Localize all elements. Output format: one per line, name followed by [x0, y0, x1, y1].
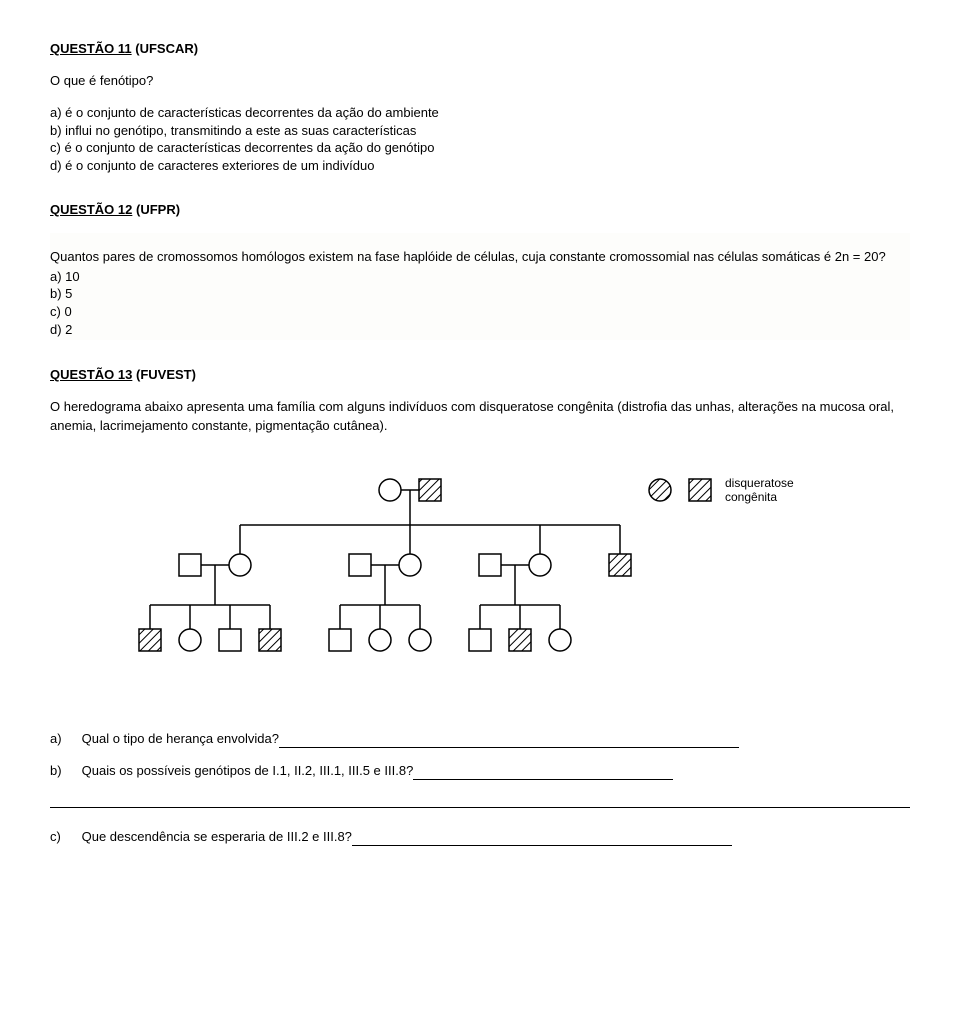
question-13: QUESTÃO 13 (FUVEST) O heredograma abaixo…: [50, 366, 910, 846]
question-11-header: QUESTÃO 11 (UFSCAR): [50, 40, 910, 58]
question-13-sub-a: a) Qual o tipo de herança envolvida?: [50, 730, 910, 748]
sub-b-label: b): [50, 762, 78, 780]
question-12-option-b: b) 5: [50, 285, 910, 303]
question-13-sub-b: b) Quais os possíveis genótipos de I.1, …: [50, 762, 910, 780]
sub-c-blank[interactable]: [352, 832, 732, 846]
question-13-sub-c: c) Que descendência se esperaria de III.…: [50, 828, 910, 846]
question-11-option-a: a) é o conjunto de características decor…: [50, 104, 910, 122]
pedigree-diagram: disqueratosecongênita: [50, 465, 910, 680]
question-13-source: (FUVEST): [136, 367, 196, 382]
question-11-source: (UFSCAR): [135, 41, 198, 56]
question-12-option-a: a) 10: [50, 268, 910, 286]
sub-a-label: a): [50, 730, 78, 748]
question-12-prompt: Quantos pares de cromossomos homólogos e…: [50, 248, 910, 266]
question-12-body: Quantos pares de cromossomos homólogos e…: [50, 233, 910, 340]
question-12-header: QUESTÃO 12 (UFPR): [50, 201, 910, 219]
sub-b-blank-2[interactable]: [50, 794, 910, 808]
sub-b-text: Quais os possíveis genótipos de I.1, II.…: [82, 763, 414, 778]
question-12-source: (UFPR): [136, 202, 180, 217]
question-12: QUESTÃO 12 (UFPR) Quantos pares de cromo…: [50, 201, 910, 341]
question-12-option-c: c) 0: [50, 303, 910, 321]
question-13-header: QUESTÃO 13 (FUVEST): [50, 366, 910, 384]
sub-c-text: Que descendência se esperaria de III.2 e…: [82, 829, 352, 844]
sub-b-blank-1[interactable]: [413, 766, 673, 780]
question-11-option-b: b) influi no genótipo, transmitindo a es…: [50, 122, 910, 140]
question-12-label: QUESTÃO 12: [50, 202, 132, 217]
svg-text:congênita: congênita: [725, 490, 777, 504]
question-13-prompt: O heredograma abaixo apresenta uma famíl…: [50, 398, 910, 434]
question-11: QUESTÃO 11 (UFSCAR) O que é fenótipo? a)…: [50, 40, 910, 175]
sub-c-label: c): [50, 828, 78, 846]
sub-a-blank[interactable]: [279, 734, 739, 748]
svg-text:disqueratose: disqueratose: [725, 476, 794, 490]
question-13-label: QUESTÃO 13: [50, 367, 132, 382]
question-11-option-d: d) é o conjunto de caracteres exteriores…: [50, 157, 910, 175]
pedigree-svg: disqueratosecongênita: [130, 465, 830, 675]
question-11-option-c: c) é o conjunto de características decor…: [50, 139, 910, 157]
question-11-prompt: O que é fenótipo?: [50, 72, 910, 90]
question-12-option-d: d) 2: [50, 321, 910, 339]
sub-a-text: Qual o tipo de herança envolvida?: [82, 731, 279, 746]
question-11-label: QUESTÃO 11: [50, 41, 132, 56]
